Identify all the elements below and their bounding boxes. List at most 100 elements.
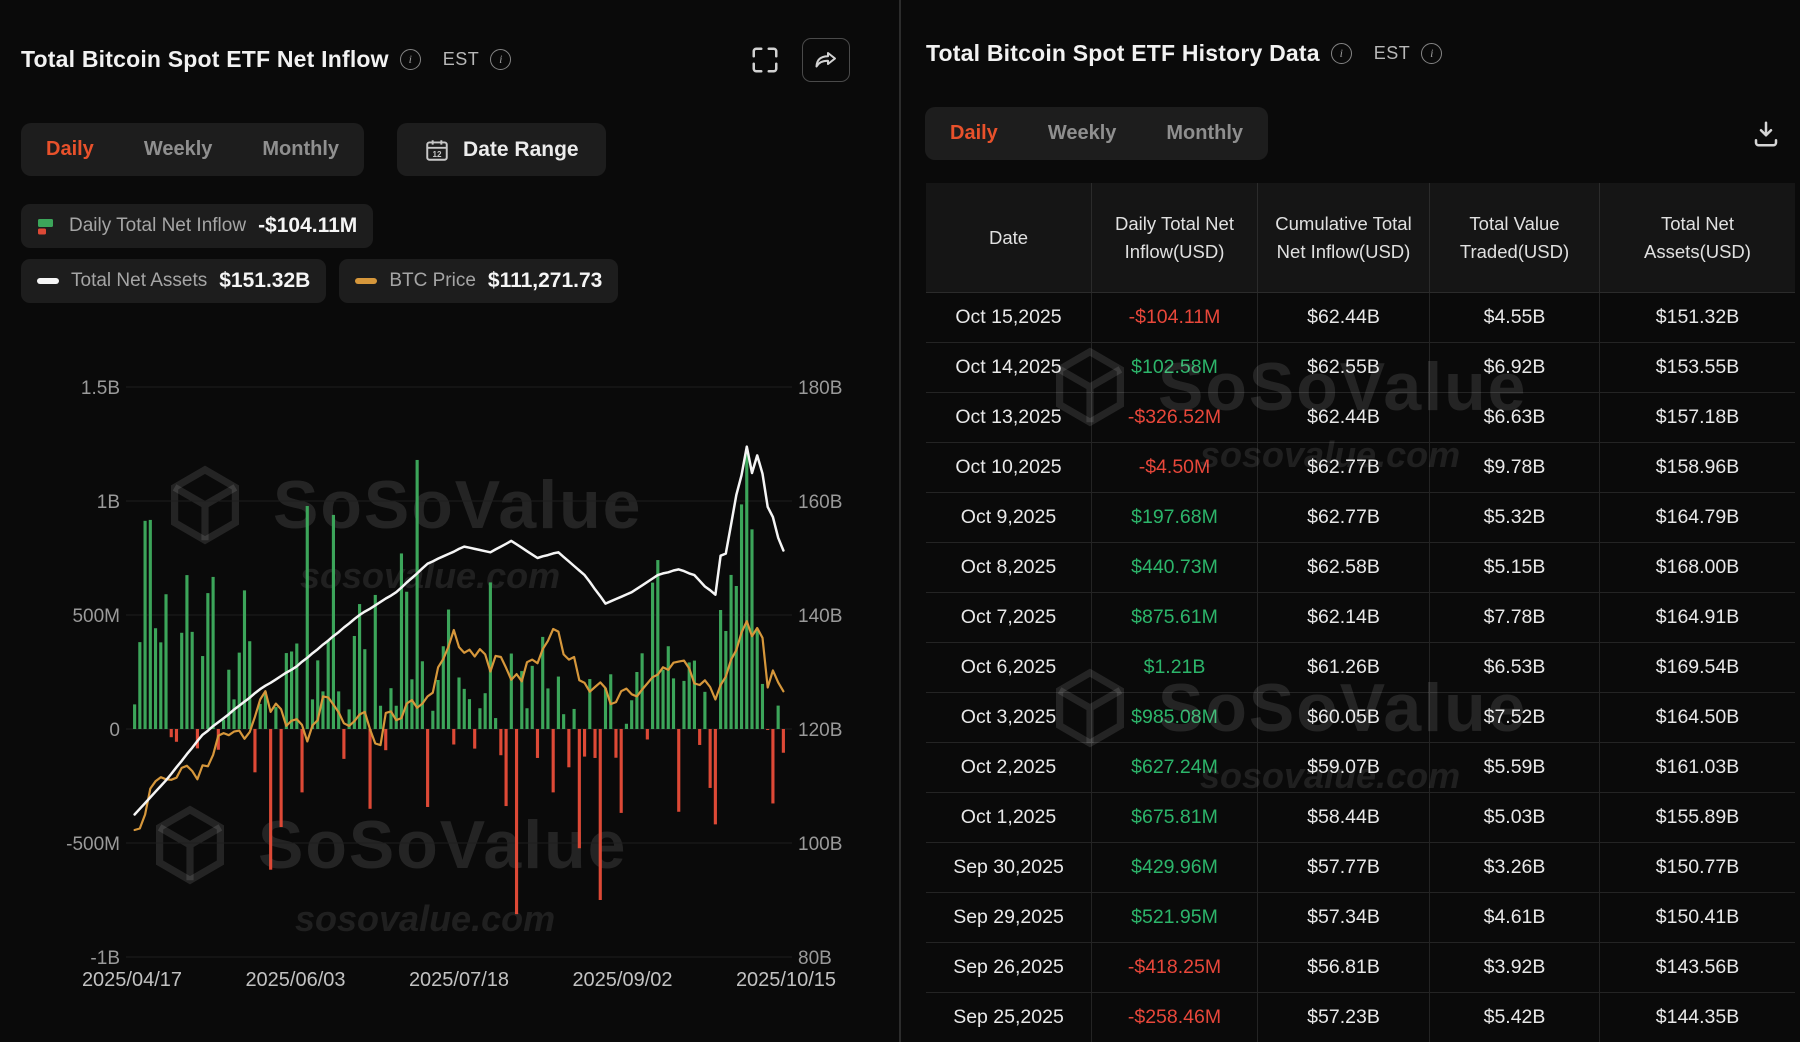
cell-daily-net-inflow: $627.24M — [1092, 743, 1258, 793]
inflow-bar — [420, 661, 424, 729]
table-row: Oct 9,2025 $197.68M $62.77B $5.32B $164.79B — [926, 493, 1795, 543]
cell-net-assets: $150.77B — [1600, 843, 1795, 893]
cell-date: Oct 13,2025 — [926, 393, 1092, 443]
cell-value-traded: $9.78B — [1430, 443, 1600, 493]
fullscreen-button[interactable] — [744, 39, 786, 81]
cell-daily-net-inflow: $521.95M — [1092, 893, 1258, 943]
cell-cumulative-net-inflow: $58.44B — [1258, 793, 1430, 843]
inflow-bar — [729, 574, 733, 729]
y-axis-label-left: 0 — [109, 720, 120, 741]
share-button[interactable] — [802, 38, 850, 82]
legend-row-2: Total Net Assets $151.32B BTC Price $111… — [21, 259, 619, 303]
cell-date: Oct 14,2025 — [926, 343, 1092, 393]
cell-cumulative-net-inflow: $59.07B — [1258, 743, 1430, 793]
tab-daily[interactable]: Daily — [46, 138, 94, 160]
x-axis-label: 2025/06/03 — [245, 969, 345, 991]
legend-value: -$104.11M — [258, 214, 358, 237]
col-header-cumulative-net-inflow: Cumulative Total Net Inflow(USD) — [1258, 183, 1430, 293]
inflow-bar — [603, 688, 608, 729]
inflow-bar — [661, 669, 665, 729]
inflow-bar — [514, 729, 519, 915]
table-row: Oct 7,2025 $875.61M $62.14B $7.78B $164.91B — [926, 593, 1795, 643]
table-row: Oct 1,2025 $675.81M $58.44B $5.03B $155.89B — [926, 793, 1795, 843]
inflow-bar — [347, 709, 351, 729]
cell-value-traded: $4.61B — [1430, 893, 1600, 943]
timezone-label: EST — [1373, 43, 1411, 63]
inflow-bar — [436, 679, 440, 729]
info-icon[interactable] — [1421, 43, 1443, 64]
cell-cumulative-net-inflow: $57.23B — [1258, 993, 1430, 1042]
table-row: Oct 6,2025 $1.21B $61.26B $6.53B $169.54B — [926, 643, 1795, 693]
inflow-bar — [745, 453, 749, 729]
inflow-bars-icon — [38, 219, 53, 235]
inflow-bar — [232, 699, 236, 729]
inflow-bar — [174, 729, 179, 742]
inflow-bar — [572, 708, 576, 729]
cell-value-traded: $5.15B — [1430, 543, 1600, 593]
download-icon — [1754, 121, 1778, 147]
inflow-bar — [530, 665, 534, 729]
cell-daily-net-inflow: $102.58M — [1092, 343, 1258, 393]
tab-weekly[interactable]: Weekly — [1047, 122, 1117, 144]
inflow-bar — [504, 729, 508, 807]
download-button[interactable] — [1742, 110, 1790, 158]
cell-daily-net-inflow: $675.81M — [1092, 793, 1258, 843]
cell-date: Oct 1,2025 — [926, 793, 1092, 843]
inflow-bar — [133, 704, 137, 729]
tab-monthly[interactable]: Monthly — [262, 138, 340, 160]
inflow-bar — [546, 688, 550, 729]
tab-weekly[interactable]: Weekly — [143, 138, 213, 160]
legend-btc-price[interactable]: BTC Price $111,271.73 — [339, 259, 619, 303]
right-panel-header: Total Bitcoin Spot ETF History Data EST — [926, 40, 1443, 67]
y-axis-label-right: 100B — [798, 834, 842, 855]
inflow-bar — [211, 576, 215, 729]
inflow-bar — [562, 714, 566, 729]
legend-daily-net-inflow[interactable]: Daily Total Net Inflow -$104.11M — [21, 204, 374, 248]
history-data-table: Date Daily Total Net Inflow(USD) Cumulat… — [926, 183, 1795, 1042]
inflow-bar — [258, 703, 262, 729]
cell-date: Sep 30,2025 — [926, 843, 1092, 893]
date-range-button[interactable]: 12 Date Range — [397, 123, 606, 176]
inflow-bar — [415, 459, 419, 729]
assets-line-icon — [37, 278, 59, 284]
inflow-bar — [483, 693, 487, 729]
inflow-bar — [321, 691, 325, 729]
inflow-bar — [342, 729, 346, 759]
inflow-bar — [509, 653, 513, 729]
y-axis-label-right: 80B — [798, 948, 832, 969]
table-row: Oct 14,2025 $102.58M $62.55B $6.92B $153.55B — [926, 343, 1795, 393]
inflow-bar — [708, 729, 712, 788]
cell-date: Oct 9,2025 — [926, 493, 1092, 543]
legend-row-1: Daily Total Net Inflow -$104.11M — [21, 204, 374, 248]
y-axis-label-left: 500M — [72, 606, 120, 627]
chart-period-tabs: Daily Weekly Monthly — [21, 123, 365, 176]
inflow-bar — [766, 729, 770, 731]
inflow-bar — [368, 729, 372, 809]
left-panel-title: Total Bitcoin Spot ETF Net Inflow — [21, 45, 389, 72]
tab-monthly[interactable]: Monthly — [1166, 122, 1244, 144]
table-header-row: Date Daily Total Net Inflow(USD) Cumulat… — [926, 183, 1795, 293]
cell-net-assets: $155.89B — [1600, 793, 1795, 843]
inflow-bar — [771, 729, 775, 804]
info-icon[interactable] — [1330, 43, 1352, 64]
inflow-bar — [316, 660, 320, 729]
tab-daily[interactable]: Daily — [950, 122, 998, 144]
table-row: Oct 3,2025 $985.08M $60.05B $7.52B $164.50B — [926, 693, 1795, 743]
left-panel-controls: Daily Weekly Monthly 12 Date Range — [21, 123, 606, 176]
cell-date: Oct 2,2025 — [926, 743, 1092, 793]
inflow-bar — [541, 636, 545, 729]
inflow-bar — [138, 642, 142, 729]
legend-total-net-assets[interactable]: Total Net Assets $151.32B — [21, 259, 327, 303]
info-icon[interactable] — [399, 48, 421, 70]
inflow-bar — [148, 519, 152, 729]
etf-net-inflow-chart[interactable]: 1.5B 180B 1B 160B 500M 140B 0 120B -500M 100B -1B 8… — [0, 340, 900, 1020]
svg-text:12: 12 — [433, 150, 443, 159]
inflow-bar — [399, 553, 404, 729]
cell-value-traded: $7.52B — [1430, 693, 1600, 743]
table-row: Oct 10,2025 -$4.50M $62.77B $9.78B $158.96B — [926, 443, 1795, 493]
cell-net-assets: $164.79B — [1600, 493, 1795, 543]
cell-daily-net-inflow: -$4.50M — [1092, 443, 1258, 493]
share-icon — [815, 52, 836, 68]
info-icon[interactable] — [490, 48, 512, 70]
